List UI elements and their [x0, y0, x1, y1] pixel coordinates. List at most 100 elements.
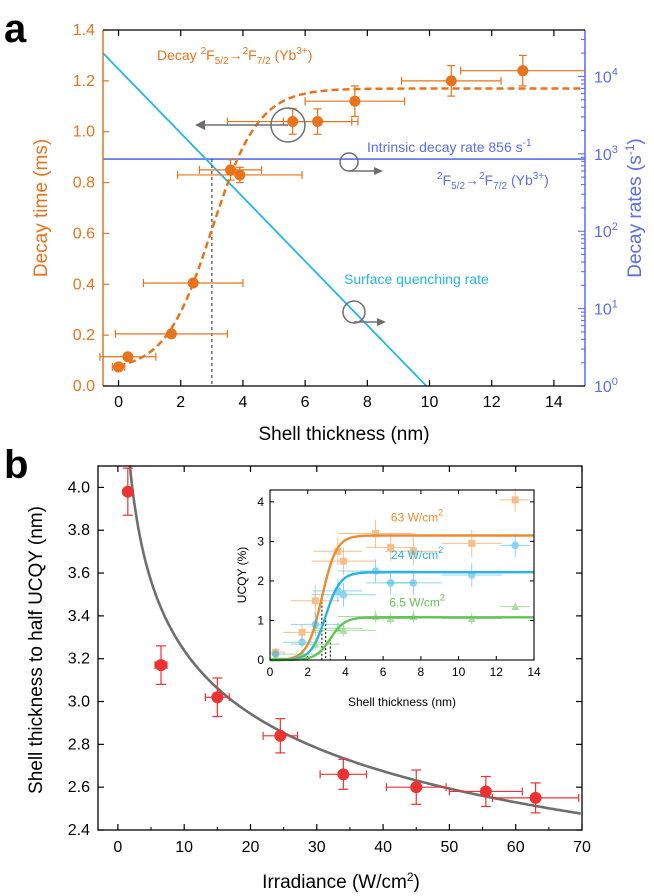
inset-point	[334, 587, 342, 595]
panel-b-xtick-label: 40	[374, 839, 392, 856]
inset-point-group	[290, 612, 340, 637]
transition-label: 2F5/2→2F7/2 (Yb3+)	[437, 171, 549, 192]
surface-axis-marker	[342, 300, 386, 326]
intrinsic-rate-label: Intrinsic decay rate 856 s-1	[367, 138, 532, 155]
surface-rate-label: Surface quenching rate	[344, 271, 489, 287]
inset-point-group	[366, 612, 416, 625]
inset-point	[298, 650, 307, 658]
inset-point	[409, 612, 418, 621]
panel-b-ytick-label: 4.0	[68, 479, 90, 496]
panel-b-letter: b	[4, 443, 28, 487]
inset-point-group	[500, 602, 531, 611]
panel-b-ytick-label: 2.6	[68, 779, 90, 796]
panel-b-point	[337, 768, 350, 781]
panel-b-xlabel: Irradiance (W/cm2)	[262, 870, 420, 893]
inset-point	[511, 496, 519, 504]
intrinsic-axis-marker	[339, 152, 383, 175]
inset-ylabel: UCQY (%)	[235, 547, 249, 603]
decay-point	[187, 277, 199, 289]
decay-point	[165, 328, 177, 340]
panel-b-ytick-label: 3.4	[68, 608, 90, 625]
panel-b-ytick-label: 2.8	[68, 736, 90, 753]
inset-xtick-label: 8	[418, 665, 425, 679]
decay-point	[349, 95, 361, 107]
panel-b-ytick-label: 2.4	[68, 822, 90, 839]
inset-point	[468, 539, 476, 547]
inset-point-group	[313, 578, 363, 603]
inset-frame	[269, 489, 535, 661]
inset-ytick-label: 1	[257, 613, 264, 627]
panel-b-ytick-label: 3.0	[68, 694, 90, 711]
decay-point	[312, 116, 324, 128]
inset-xtick-label: 4	[342, 665, 349, 679]
panel-a-ytick-label: 0.8	[73, 175, 95, 192]
inset-point	[334, 547, 342, 555]
inset-xtick-label: 12	[490, 665, 504, 679]
panel-a-ytick-label: 0.6	[73, 225, 95, 242]
panel-a-y2tick-label: 101	[594, 299, 618, 319]
inset-xtick-label: 6	[380, 665, 387, 679]
panel-b-point	[154, 659, 167, 672]
inset-point-group	[385, 610, 442, 623]
inset-point-group	[441, 612, 502, 625]
panel-b-xtick-label: 50	[440, 839, 458, 856]
panel-b-fit-curve	[128, 465, 581, 815]
panel-b-point	[121, 485, 134, 498]
inset-point-group	[500, 488, 531, 512]
panel-a-y2tick-label: 102	[594, 221, 618, 241]
inset-point	[409, 579, 418, 587]
inset-point	[467, 571, 476, 579]
inset-point-group	[385, 571, 442, 595]
panel-a-ytick-label: 0.4	[73, 276, 95, 293]
inset-point-group	[313, 537, 363, 566]
inset-point-group	[441, 563, 502, 587]
inset-point-group	[385, 537, 442, 566]
panel-a-xtick-label: 2	[176, 394, 185, 411]
panel-a-plot: 0 2 4 6 8 10 12 14 0.0 0.2 0.4 0.6 0.8 1.0 1.2 1.4 100 10…	[73, 22, 618, 411]
panel-b-xtick-label: 20	[242, 839, 260, 856]
decay-point	[122, 351, 134, 363]
inset-point	[298, 628, 306, 636]
inset-point	[371, 567, 380, 575]
inset-point	[339, 590, 348, 599]
panel-a-xtick-label: 14	[545, 394, 563, 411]
panel-b-point	[479, 785, 492, 798]
panel-a-xtick-label: 12	[483, 394, 501, 411]
inset-point-group	[337, 559, 414, 583]
inset-point	[311, 620, 320, 629]
panel-a-xtick-label: 6	[301, 394, 310, 411]
inset-ytick-label: 2	[257, 574, 264, 588]
surface-quenching-line	[102, 52, 428, 387]
inset-point	[467, 614, 476, 622]
panel-a-ytick-label: 1.2	[73, 73, 95, 90]
panel-a-ytick-label: 1.4	[73, 22, 95, 39]
panel-a-xtick-label: 0	[114, 394, 123, 411]
decay-point	[113, 361, 125, 373]
decay-axis-marker	[195, 107, 306, 143]
panel-b-point	[211, 691, 224, 704]
panel-b-point	[529, 791, 542, 804]
panel-b-xtick-label: 10	[175, 839, 193, 856]
panel-a-xtick-label: 10	[421, 394, 439, 411]
decay-point	[517, 65, 529, 77]
panel-a-xtick-label: 8	[363, 394, 372, 411]
inset-point	[387, 543, 395, 551]
inset-point	[511, 541, 519, 550]
panel-a-letter: a	[4, 7, 27, 51]
inset-point-group	[290, 638, 340, 651]
panel-b-xtick-label: 60	[507, 839, 525, 856]
decay-fit-curve	[118, 87, 582, 367]
panel-a-ytick-label: 0.2	[73, 327, 95, 344]
inset-xtick-label: 14	[527, 665, 541, 679]
inset-xtick-label: 0	[267, 665, 274, 679]
inset-fit-curve	[270, 616, 534, 662]
panel-b-ylabel: Shell thickness to half UCQY (nm)	[26, 506, 47, 794]
panel-b-plot: 0 10 20 30 40 50 60 702.42.62.83.03.23.43.63.84…	[68, 465, 591, 856]
decay-series-label: Decay 2F5/2→2F7/2 (Yb3+)	[157, 46, 312, 67]
inset-series-label: 24 W/cm2	[391, 545, 443, 562]
panel-b-ytick-label: 3.2	[68, 651, 90, 668]
decay-point	[445, 75, 457, 87]
inset-point	[372, 529, 380, 537]
